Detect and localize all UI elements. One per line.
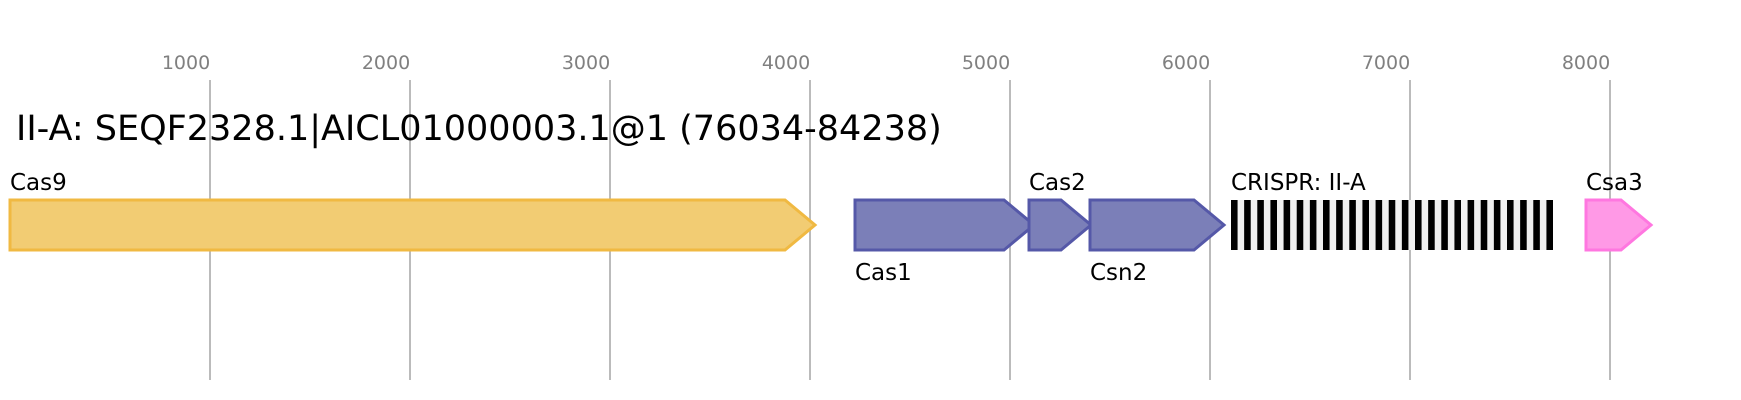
crispr-array[interactable] — [1231, 200, 1553, 250]
gene-label-csa3: Csa3 — [1586, 170, 1643, 196]
gene-track: Cas9 Cas1 Cas2 Csn2 Csa3 CRISPR: II-A — [8, 170, 1654, 286]
gene-arrow-csa3[interactable] — [1584, 198, 1654, 252]
crispr-repeat — [1493, 200, 1501, 250]
crispr-repeat — [1362, 200, 1369, 250]
tick-label: 5000 — [962, 52, 1010, 74]
crispr-repeat — [1349, 200, 1356, 250]
crispr-repeat — [1546, 200, 1553, 250]
crispr-repeat — [1388, 200, 1396, 250]
crispr-repeat — [1296, 200, 1304, 250]
crispr-label: CRISPR: II-A — [1231, 170, 1366, 196]
crispr-repeat — [1283, 200, 1291, 250]
crispr-repeat — [1480, 200, 1488, 250]
crispr-repeat — [1507, 200, 1514, 250]
gene-arrow-cas9[interactable] — [8, 198, 818, 252]
tick-label: 1000 — [162, 52, 210, 74]
locus-title: II-A: SEQF2328.1|AICL01000003.1@1 (76034… — [16, 109, 942, 149]
crispr-repeat — [1231, 200, 1238, 250]
crispr-repeat — [1336, 200, 1343, 250]
tick-label: 2000 — [362, 52, 410, 74]
crispr-repeat — [1257, 200, 1264, 250]
gene-label-csn2: Csn2 — [1090, 260, 1147, 286]
tick-label: 3000 — [562, 52, 610, 74]
crispr-repeat — [1441, 200, 1448, 250]
tick-label: 4000 — [762, 52, 810, 74]
crispr-repeat — [1415, 200, 1422, 250]
crispr-repeat — [1533, 200, 1540, 250]
gene-arrow-cas2[interactable] — [1027, 198, 1094, 252]
crispr-repeat — [1270, 200, 1277, 250]
tick-label: 6000 — [1162, 52, 1210, 74]
gene-label-cas1: Cas1 — [855, 260, 912, 286]
crispr-repeat — [1244, 200, 1251, 250]
crispr-repeat — [1454, 200, 1461, 250]
crispr-repeat — [1467, 200, 1475, 250]
tick-label: 7000 — [1362, 52, 1410, 74]
crispr-repeat — [1428, 200, 1435, 250]
tick-label: 8000 — [1562, 52, 1610, 74]
crispr-repeat — [1401, 200, 1409, 250]
crispr-repeat — [1323, 200, 1330, 250]
gene-arrow-csn2[interactable] — [1088, 198, 1227, 252]
crispr-repeat — [1309, 200, 1317, 250]
gene-arrow-cas1[interactable] — [853, 198, 1037, 252]
gene-label-cas9: Cas9 — [10, 170, 67, 196]
crispr-repeat — [1520, 200, 1527, 250]
crispr-repeat — [1375, 200, 1383, 250]
gene-label-cas2: Cas2 — [1029, 170, 1086, 196]
